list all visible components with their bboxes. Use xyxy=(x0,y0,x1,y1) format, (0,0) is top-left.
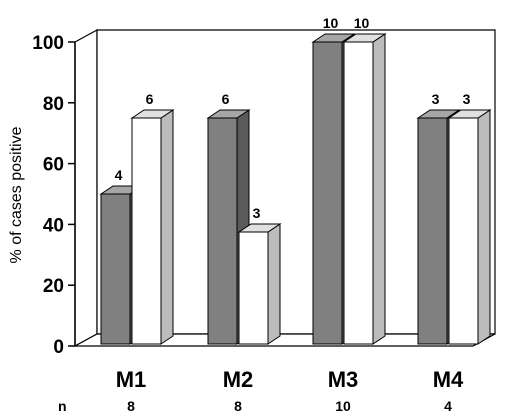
bar-side xyxy=(477,109,491,345)
chart-walls xyxy=(74,28,496,348)
bar xyxy=(312,41,343,345)
data-label: 10 xyxy=(323,15,339,31)
data-label: 6 xyxy=(222,91,230,107)
bar xyxy=(448,117,479,345)
n-value: 8 xyxy=(127,398,135,414)
y-tick-label: 0 xyxy=(53,337,64,358)
data-label: 4 xyxy=(115,167,123,183)
bar xyxy=(343,41,374,345)
n-row-label: n xyxy=(58,398,67,414)
n-value: 4 xyxy=(444,398,452,414)
bar-side xyxy=(267,223,281,345)
n-value: 8 xyxy=(234,398,242,414)
bar xyxy=(100,193,131,345)
labels: 4 6 M1 8 6 3 M2 8 10 10 M3 10 3 3 M4 4 xyxy=(115,15,471,414)
data-label: 3 xyxy=(463,91,471,107)
bar xyxy=(238,231,269,345)
bar-side xyxy=(372,33,386,345)
y-tick-label: 40 xyxy=(43,215,64,236)
x-tick-label: M2 xyxy=(223,367,254,392)
bar xyxy=(131,117,162,345)
data-label: 6 xyxy=(146,91,154,107)
y-tick-label: 80 xyxy=(43,94,64,115)
n-value: 10 xyxy=(335,398,351,414)
side-wall xyxy=(74,28,98,348)
bar xyxy=(417,117,448,345)
x-tick-label: M1 xyxy=(116,367,147,392)
y-tick-label: 20 xyxy=(43,276,64,297)
data-label: 3 xyxy=(253,205,261,221)
data-label: 10 xyxy=(354,15,370,31)
y-axis-title: % of cases positive xyxy=(8,126,25,263)
y-tick-label: 60 xyxy=(43,155,64,176)
bars xyxy=(99,33,492,345)
floor xyxy=(74,333,496,347)
y-tick-label: 100 xyxy=(32,33,64,54)
data-label: 3 xyxy=(432,91,440,107)
x-tick-label: M4 xyxy=(433,367,464,392)
y-axis: 0 20 40 60 80 100 xyxy=(32,33,76,358)
bar-side xyxy=(160,109,174,345)
bar xyxy=(207,117,238,345)
x-tick-label: M3 xyxy=(328,367,359,392)
